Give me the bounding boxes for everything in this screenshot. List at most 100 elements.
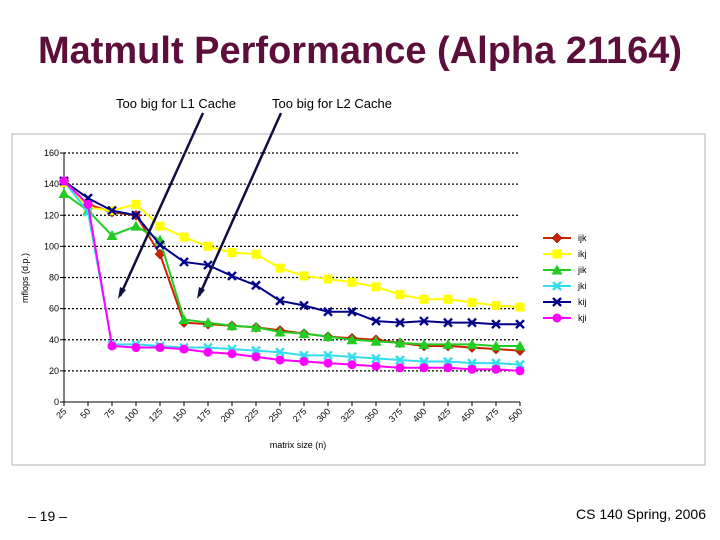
chart-frame <box>11 133 706 466</box>
point-kij <box>467 317 477 328</box>
l1-arrowhead <box>118 287 126 299</box>
point-kij <box>491 319 501 330</box>
point-ikj <box>323 274 333 284</box>
legend-item-ikj: ikj <box>543 249 587 259</box>
legend-item-ijk: ijk <box>543 232 587 244</box>
legend-marker <box>552 297 562 307</box>
l2-arrowhead <box>197 287 205 299</box>
y-tick-label: 80 <box>49 273 59 283</box>
point-kij <box>227 271 237 281</box>
point-kji <box>203 347 213 357</box>
point-kji <box>275 355 285 365</box>
point-kji <box>443 363 453 373</box>
point-kij <box>179 257 189 267</box>
point-kji <box>347 360 357 370</box>
point-ikj <box>227 248 237 258</box>
y-axis-label: mflops (d.p.) <box>20 253 30 303</box>
annotation-l2-cache: Too big for L2 Cache <box>272 96 392 111</box>
legend-marker <box>552 249 562 259</box>
y-tick-label: 120 <box>44 210 59 220</box>
point-kij <box>515 319 525 330</box>
legend-marker <box>551 232 563 244</box>
point-kji <box>179 344 189 354</box>
point-kij <box>371 316 381 326</box>
legend-item-kij: kij <box>543 297 587 307</box>
legend-item-jik: jik <box>543 264 587 275</box>
point-jik <box>394 337 406 348</box>
legend-item-jki: jki <box>543 281 587 291</box>
y-tick-label: 160 <box>44 148 59 158</box>
point-jki <box>371 353 381 364</box>
point-ikj <box>419 294 429 304</box>
point-jik <box>466 338 478 349</box>
point-kji <box>131 343 141 353</box>
legend-label: kij <box>578 297 587 307</box>
legend-label: kji <box>578 313 587 323</box>
point-ikj <box>371 282 381 292</box>
point-jik <box>346 334 358 345</box>
annotation-arrows <box>118 112 283 299</box>
point-jik <box>106 229 118 240</box>
legend-label: jki <box>577 281 587 291</box>
chart-grid <box>64 152 520 372</box>
x-axis-label: matrix size (n) <box>270 440 327 450</box>
point-kij <box>155 239 165 250</box>
point-ikj <box>251 249 261 259</box>
point-kji <box>299 357 309 367</box>
point-kji <box>83 199 93 209</box>
point-kij <box>107 205 117 216</box>
point-ikj <box>515 302 525 312</box>
point-kji <box>107 341 117 351</box>
point-jik <box>370 335 382 346</box>
y-tick-label: 0 <box>54 397 59 407</box>
course-label: CS 140 Spring, 2006 <box>576 506 706 522</box>
series-group <box>58 175 526 376</box>
point-kij <box>323 306 333 317</box>
y-tick-label: 100 <box>44 241 59 251</box>
point-ikj <box>443 294 453 304</box>
point-kji <box>155 343 165 353</box>
point-ikj <box>395 290 405 300</box>
point-kij <box>275 295 285 306</box>
point-kji <box>227 349 237 359</box>
point-jki <box>347 352 357 362</box>
y-tick-label: 40 <box>49 335 59 345</box>
page-number: – 19 – <box>28 508 67 524</box>
point-jik <box>442 338 454 349</box>
point-jki <box>395 355 405 365</box>
point-jik <box>130 220 142 231</box>
legend-label: ikj <box>578 249 587 259</box>
point-jik <box>490 340 502 351</box>
point-jik <box>514 340 526 351</box>
point-jik <box>202 317 214 328</box>
point-kji <box>251 352 261 362</box>
point-kji <box>371 361 381 371</box>
slide-title: Matmult Performance (Alpha 21164) <box>37 30 683 72</box>
point-jik <box>274 326 286 337</box>
point-kij <box>419 316 429 326</box>
series-kji <box>59 176 525 376</box>
point-ikj <box>275 263 285 273</box>
point-jki <box>323 350 333 361</box>
point-ikj <box>467 297 477 307</box>
point-jik <box>322 331 334 342</box>
point-kji <box>323 358 333 368</box>
y-tick-label: 20 <box>49 366 59 376</box>
point-ikj <box>203 241 213 251</box>
legend-marker <box>551 264 563 275</box>
series-kij <box>59 176 525 330</box>
y-tick-label: 140 <box>44 179 59 189</box>
point-jki <box>275 347 285 358</box>
series-jik <box>58 187 526 351</box>
point-jik <box>418 338 430 349</box>
point-jik <box>58 187 70 198</box>
point-ikj <box>131 199 141 209</box>
point-ikj <box>155 221 165 231</box>
point-jik <box>226 320 238 331</box>
point-kij <box>299 300 309 311</box>
point-jik <box>298 328 310 339</box>
y-tick-label: 60 <box>49 304 59 314</box>
point-kji <box>491 364 501 374</box>
point-kij <box>347 306 357 317</box>
